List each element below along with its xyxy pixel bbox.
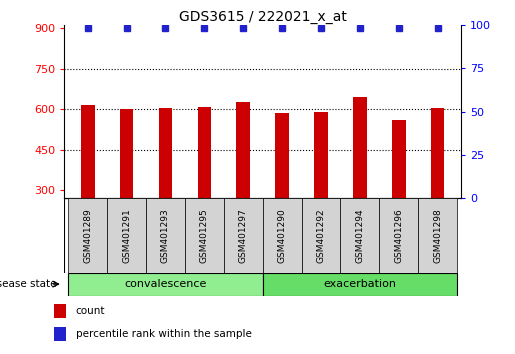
Bar — [120, 109, 133, 198]
Text: GSM401291: GSM401291 — [122, 208, 131, 263]
Bar — [314, 112, 328, 198]
Bar — [54, 327, 66, 341]
Text: GSM401295: GSM401295 — [200, 208, 209, 263]
Bar — [146, 198, 185, 273]
Bar — [81, 105, 95, 198]
Text: GSM401297: GSM401297 — [239, 208, 248, 263]
Bar — [392, 120, 405, 198]
Text: GSM401292: GSM401292 — [316, 208, 325, 263]
Text: GSM401293: GSM401293 — [161, 208, 170, 263]
Text: count: count — [76, 306, 105, 316]
Bar — [107, 198, 146, 273]
Bar — [263, 273, 457, 296]
Text: GSM401298: GSM401298 — [433, 208, 442, 263]
Text: GSM401289: GSM401289 — [83, 208, 92, 263]
Text: GSM401290: GSM401290 — [278, 208, 286, 263]
Text: GSM401294: GSM401294 — [355, 208, 364, 263]
Title: GDS3615 / 222021_x_at: GDS3615 / 222021_x_at — [179, 10, 347, 24]
Bar — [353, 97, 367, 198]
Bar — [301, 198, 340, 273]
Bar — [263, 198, 301, 273]
Text: exacerbation: exacerbation — [323, 279, 397, 289]
Bar — [198, 107, 211, 198]
Bar — [185, 198, 224, 273]
Bar — [68, 273, 263, 296]
Bar — [276, 113, 289, 198]
Text: percentile rank within the sample: percentile rank within the sample — [76, 329, 252, 339]
Bar — [236, 102, 250, 198]
Bar — [379, 198, 418, 273]
Bar — [340, 198, 379, 273]
Text: convalescence: convalescence — [124, 279, 207, 289]
Text: GSM401296: GSM401296 — [394, 208, 403, 263]
Text: disease state: disease state — [0, 279, 57, 289]
Bar — [224, 198, 263, 273]
Bar — [431, 108, 444, 198]
Bar — [159, 108, 172, 198]
Bar — [418, 198, 457, 273]
Bar — [54, 304, 66, 318]
Bar — [68, 198, 107, 273]
